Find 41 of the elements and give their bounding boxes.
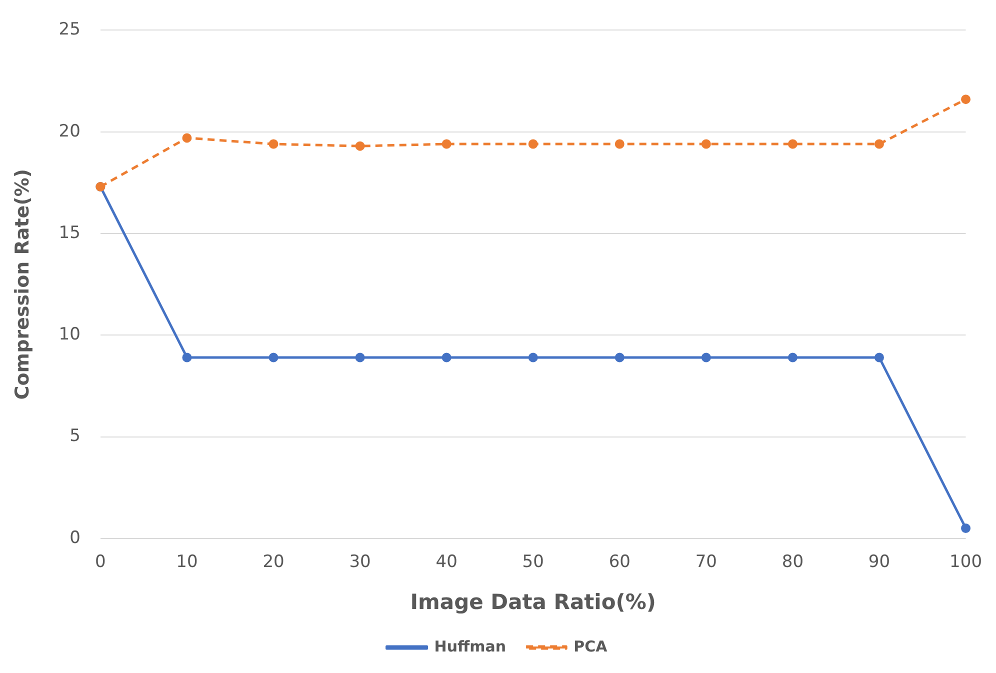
y-axis-title: Compression Rate(%)	[11, 168, 34, 400]
x-tick-label: 0	[95, 552, 106, 572]
point	[268, 352, 278, 362]
legend-label: Huffman	[434, 637, 506, 656]
x-tick-label: 90	[868, 552, 890, 572]
x-axis-title: Image Data Ratio(%)	[410, 590, 656, 614]
y-tick-label: 5	[70, 426, 80, 446]
point	[614, 352, 624, 362]
y-tick-label: 25	[58, 20, 80, 40]
y-tick-label: 10	[58, 324, 80, 345]
point	[182, 133, 192, 143]
point	[182, 352, 192, 362]
point	[874, 352, 884, 362]
point	[442, 352, 452, 362]
point	[528, 139, 538, 149]
point	[442, 139, 452, 149]
point	[614, 139, 624, 149]
point	[961, 94, 971, 104]
point	[961, 523, 971, 533]
point	[528, 352, 538, 362]
point	[788, 352, 798, 362]
y-tick-label: 0	[70, 528, 80, 548]
x-tick-label: 100	[950, 552, 982, 572]
point	[874, 139, 884, 149]
x-tick-label: 60	[608, 552, 630, 572]
point	[355, 141, 365, 151]
y-tick-label: 20	[58, 121, 80, 142]
point	[355, 352, 365, 362]
x-tick-label: 70	[695, 552, 717, 572]
x-tick-label: 40	[436, 552, 458, 572]
x-tick-label: 30	[349, 552, 371, 572]
x-tick-label: 10	[176, 552, 198, 572]
point	[701, 139, 711, 149]
point	[701, 352, 711, 362]
x-tick-label: 20	[262, 552, 284, 572]
legend-label: PCA	[574, 637, 608, 656]
y-tick-label: 15	[58, 222, 80, 243]
point	[268, 139, 278, 149]
x-tick-label: 80	[782, 552, 804, 572]
point	[788, 139, 798, 149]
x-tick-label: 50	[522, 552, 544, 572]
